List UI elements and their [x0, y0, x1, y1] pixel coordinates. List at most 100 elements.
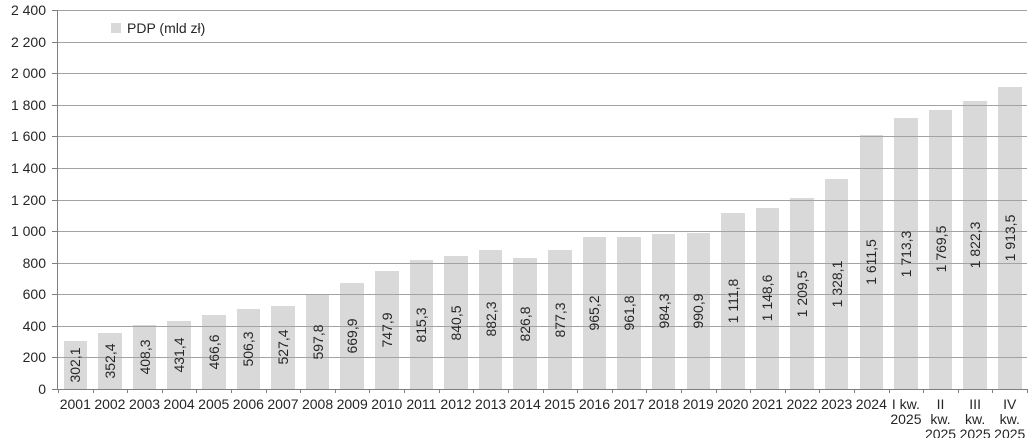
bar-value-label: 990,9 [690, 293, 707, 329]
gridline [58, 10, 1027, 11]
x-axis-tick-label: IV kw. 2025 [994, 396, 1026, 438]
bar-value-label: 597,8 [309, 324, 326, 360]
bar-value-label: 1 913,5 [1001, 214, 1018, 262]
x-axis-tick-label: 2018 [648, 396, 680, 412]
x-axis-tick [853, 389, 855, 393]
y-axis-tick [52, 294, 58, 296]
x-axis-tick [334, 389, 336, 393]
bar [755, 207, 780, 389]
bar-value-label: 302,1 [67, 347, 84, 383]
x-axis-tick [369, 389, 371, 393]
bar [721, 213, 745, 389]
bar-slot: 597,8 2008 [300, 10, 335, 412]
bar-value-label: 1 328,1 [828, 260, 845, 308]
x-axis-tick [957, 389, 959, 393]
y-axis-tick-label: 2 400 [10, 2, 46, 18]
y-axis-tick-label: 2 000 [10, 65, 46, 82]
bar-value-label: 1 713,3 [897, 230, 914, 278]
x-axis-tick-label: 2004 [163, 396, 195, 412]
bar-value-label: 877,3 [551, 302, 568, 338]
bar [859, 134, 884, 389]
bar-slot: 1 611,5 2024 [854, 10, 889, 412]
y-axis-tick-label: 600 [22, 286, 46, 303]
bar-value-label: 1 111,8 [724, 278, 741, 324]
bar-value-label: 840,5 [448, 305, 464, 341]
bar-slot: 431,4 2004 [162, 10, 197, 412]
bar-slot: 815,3 2011 [404, 10, 439, 412]
bar [340, 283, 364, 389]
x-axis-tick [404, 389, 406, 393]
x-axis-tick [923, 389, 925, 393]
bar-value-label: 882,3 [482, 301, 499, 337]
bar-value-label: 408,3 [136, 339, 153, 375]
bar-value-label: 965,2 [586, 295, 603, 331]
y-axis-tick-label: 1 000 [10, 223, 46, 240]
bar-value-label: 352,4 [101, 343, 118, 379]
x-axis-tick-label: 2009 [336, 396, 368, 412]
bar [686, 232, 711, 389]
x-axis-tick [265, 389, 267, 393]
bars: 302,1 2001 352,4 2002 408,3 2003 431,4 2004 466,… [58, 10, 1027, 438]
x-axis-tick-label: 2019 [682, 396, 714, 412]
y-axis-tick-label: 800 [22, 254, 46, 271]
bar-slot: 302,1 2001 [58, 10, 93, 412]
bar-value-label: 961,8 [621, 295, 638, 331]
bar-value-label: 826,8 [517, 306, 534, 342]
x-axis-tick-label: 2020 [717, 396, 749, 412]
x-axis-tick [196, 389, 198, 393]
y-axis-tick-label: 200 [22, 349, 46, 366]
bar [894, 118, 918, 389]
bar-slot: 877,3 2015 [543, 10, 578, 412]
y-axis-tick [52, 136, 58, 138]
bar [790, 198, 814, 389]
bar [375, 270, 399, 389]
gridline [58, 231, 1027, 233]
bar-value-label: 1 209,5 [794, 270, 811, 317]
x-axis-tick-label: 2022 [786, 396, 818, 412]
bar-slot: 1 148,6 2021 [750, 10, 785, 412]
x-axis-tick-label: 2002 [94, 396, 126, 412]
bar-slot: 747,9 2010 [369, 10, 404, 412]
bar [617, 237, 641, 389]
y-axis: 0 200 400 600 800 1 000 1 200 1 400 1 600 1 800 2 … [0, 0, 46, 438]
x-axis-tick [58, 389, 59, 393]
y-axis-tick-label: 2 200 [10, 33, 46, 50]
bar-slot: 1 769,5 II kw. 2025 [923, 10, 958, 438]
gridline [58, 41, 1027, 43]
bar-slot: 1 111,8 2020 [716, 10, 751, 412]
bar-slot: 984,3 2018 [646, 10, 681, 412]
x-axis-tick [784, 389, 786, 393]
x-axis-tick [473, 389, 475, 393]
x-axis-tick-label: III kw. 2025 [959, 396, 991, 438]
y-axis-tick [52, 73, 58, 75]
x-axis-tick-label: 2010 [371, 396, 403, 412]
y-axis-tick [52, 199, 58, 201]
bar [548, 250, 572, 389]
gridline [58, 325, 1027, 327]
y-axis-tick [52, 389, 58, 390]
bar [201, 315, 226, 389]
y-axis-tick [52, 262, 58, 264]
x-axis-tick-label: 2003 [128, 396, 161, 412]
bar-slot: 1 713,3 I kw. 2025 [889, 10, 924, 427]
x-axis-tick-label: 2021 [751, 396, 784, 412]
x-axis-tick-label: 2023 [821, 396, 853, 412]
bar-value-label: 431,4 [171, 337, 188, 373]
x-axis-tick [507, 389, 509, 393]
bar [132, 324, 157, 389]
bar-slot: 1 913,5 IV kw. 2025 [992, 10, 1027, 438]
x-axis-tick [127, 389, 129, 393]
bar [409, 260, 434, 389]
x-axis-tick [646, 389, 648, 393]
gridline [58, 167, 1027, 169]
bar-slot: 965,2 2016 [577, 10, 612, 412]
y-axis-tick [52, 231, 58, 233]
x-axis-tick [300, 389, 302, 393]
x-axis-tick [438, 389, 440, 393]
bar-value-label: 1 148,6 [759, 274, 776, 322]
x-axis-tick-label: 2001 [59, 396, 91, 412]
bar-slot: 1 209,5 2022 [785, 10, 820, 412]
bar-value-label: 984,3 [655, 293, 672, 329]
bar [444, 256, 468, 389]
